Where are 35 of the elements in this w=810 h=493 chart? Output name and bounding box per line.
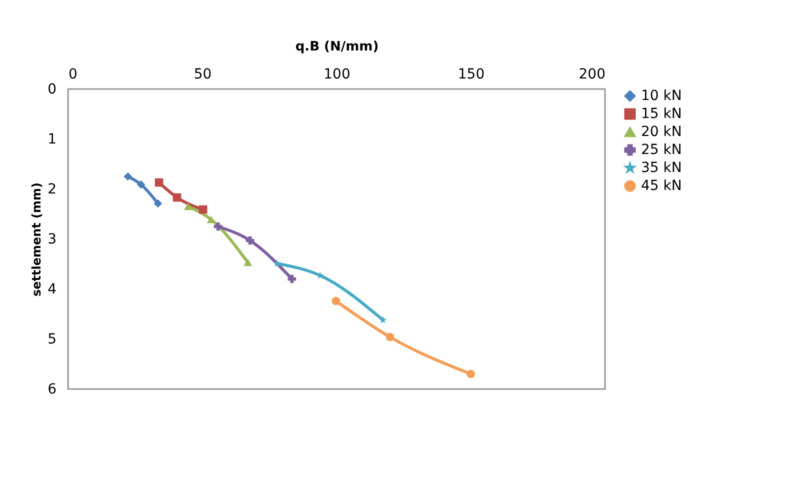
y-tick-label: 2 <box>48 182 56 198</box>
legend-label: 10 kN <box>641 88 682 104</box>
x-tick-label: 200 <box>578 66 606 82</box>
x-tick-label: 50 <box>194 66 212 82</box>
x-axis-title: q.B (N/mm) <box>295 40 379 54</box>
point <box>378 316 387 324</box>
x-tick-label: 100 <box>324 66 350 82</box>
legend-label: 45 kN <box>641 178 682 194</box>
legend-label: 25 kN <box>641 142 682 158</box>
y-tick-label: 6 <box>48 382 57 398</box>
y-tick-label: 1 <box>48 132 56 148</box>
y-tick-label: 4 <box>48 282 57 298</box>
point <box>172 193 182 202</box>
x-tick-label: 150 <box>458 66 485 82</box>
point <box>466 370 475 378</box>
point <box>198 205 208 214</box>
point <box>244 258 252 266</box>
point <box>386 332 394 342</box>
point <box>288 274 296 284</box>
point <box>214 222 222 231</box>
point <box>136 180 146 189</box>
point <box>332 296 340 306</box>
point <box>124 172 132 181</box>
y-axis-title: settlement (mm) <box>30 182 44 297</box>
point <box>272 259 281 267</box>
point <box>184 202 192 210</box>
point <box>154 178 164 187</box>
legend-label: 20 kN <box>641 124 682 140</box>
x-tick-label: 0 <box>68 66 78 82</box>
legend-label: 15 kN <box>641 106 682 122</box>
point <box>154 199 162 208</box>
y-tick-label: 5 <box>48 332 56 348</box>
legend-label: 35 kN <box>641 160 682 176</box>
y-tick-label: 0 <box>48 82 56 98</box>
y-tick-label: 3 <box>48 232 56 248</box>
